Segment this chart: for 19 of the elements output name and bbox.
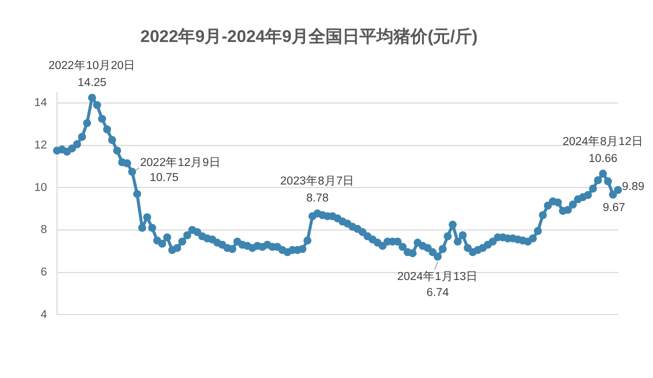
annotation: 2024年1月13日 xyxy=(397,270,478,283)
chart-title: 2022年9月-2024年9月全国日平均猪价(元/斤) xyxy=(140,26,478,46)
y-tick-label: 14 xyxy=(34,97,48,110)
annotation: 2024年8月12日 xyxy=(562,134,644,148)
annotation: 2022年10月20日 xyxy=(48,58,136,72)
y-tick-label: 10 xyxy=(34,182,47,194)
data-label: 10.66 xyxy=(588,152,618,165)
data-label: 10.75 xyxy=(150,172,179,184)
data-label: 9.67 xyxy=(602,202,626,214)
y-tick-label: 4 xyxy=(40,308,48,321)
y-tick-label: 6 xyxy=(40,266,47,278)
annotation: 2022年12月9日 xyxy=(140,156,221,169)
annotation: 2023年8月7日 xyxy=(280,174,355,188)
data-label: 8.78 xyxy=(306,192,329,205)
data-label: 6.74 xyxy=(426,286,450,299)
data-label: 9.89 xyxy=(622,181,644,194)
y-tick-label: 12 xyxy=(34,139,47,152)
y-tick-label: 8 xyxy=(40,224,47,236)
data-label: 14.25 xyxy=(78,76,106,89)
